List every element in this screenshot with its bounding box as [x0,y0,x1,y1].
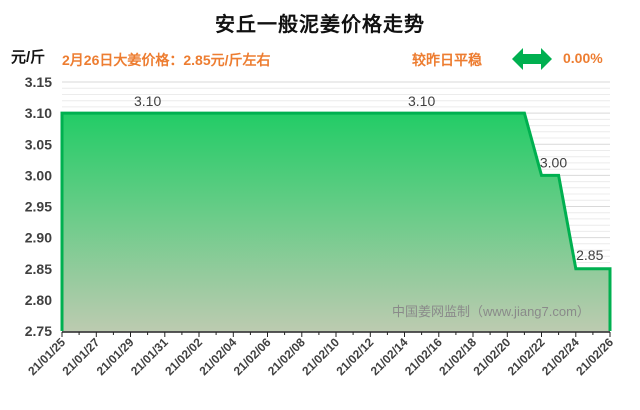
y-tick-label: 2.75 [25,323,52,339]
y-tick-label: 2.80 [25,292,52,308]
y-axis-unit: 元/斤 [11,49,46,66]
y-tick-label: 3.00 [25,167,52,183]
double-arrow-icon [512,48,552,70]
price-area [62,113,610,331]
compare-text: 较昨日平稳 [412,52,482,68]
y-tick-label: 2.95 [25,199,52,215]
data-labels: 3.10 3.10 3.00 2.85 [134,93,604,263]
price-line [60,111,612,331]
change-percent: 0.00% [563,50,603,66]
data-label: 3.10 [408,93,435,109]
y-tick-label: 2.85 [25,261,52,277]
y-tick-label: 3.15 [25,74,52,90]
data-label: 2.85 [576,247,603,263]
price-note: 2月26日大姜价格：2.85元/斤左右 [62,52,271,68]
data-label: 3.10 [134,93,161,109]
y-tick-label: 3.05 [25,136,52,152]
y-axis: 3.15 3.10 3.05 3.00 2.95 2.90 2.85 2.80 2.75 [25,74,52,339]
y-tick-label: 3.10 [25,105,52,121]
watermark: 中国姜网监制（www.jiang7.com） [392,304,590,319]
data-label: 3.00 [540,154,567,170]
chart-title: 安丘一般泥姜价格走势 [215,14,425,36]
x-axis: 21/01/2521/01/2721/01/2921/01/3121/02/02… [25,331,616,378]
x-tick-label: 21/02/26 [573,335,616,378]
y-tick-label: 2.90 [25,230,52,246]
